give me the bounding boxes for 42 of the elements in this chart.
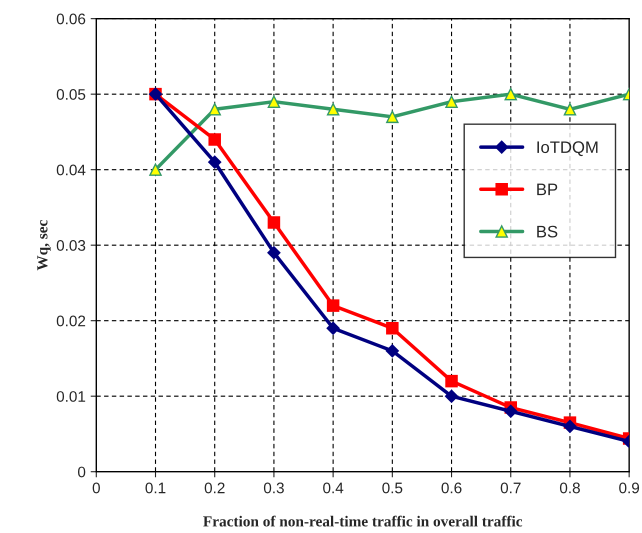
x-tick-label: 0.8 xyxy=(560,482,580,494)
y-tick-label: 0 xyxy=(78,466,86,478)
point xyxy=(268,95,280,108)
x-tick-label: 0.4 xyxy=(323,482,344,494)
y-tick-label: 0.05 xyxy=(56,89,86,100)
legend-label: BP xyxy=(537,184,558,196)
point xyxy=(504,404,518,418)
x-tick-label: 0 xyxy=(92,482,100,494)
point xyxy=(504,88,517,100)
legend-label: BS xyxy=(537,226,558,238)
point xyxy=(326,299,340,312)
point xyxy=(564,103,576,116)
point xyxy=(208,103,221,116)
point xyxy=(445,95,458,108)
y-axis-title: Wq, sec xyxy=(37,220,51,270)
legend-label: IoTDQM xyxy=(537,141,598,156)
point xyxy=(326,103,340,116)
y-tick-label: 0.06 xyxy=(56,14,86,24)
x-tick-label: 0.5 xyxy=(382,482,402,494)
y-tick-label: 0.03 xyxy=(56,240,86,251)
point xyxy=(386,322,399,334)
y-tick-label: 0.04 xyxy=(56,164,86,176)
point xyxy=(208,133,221,146)
x-tick-label: 0.7 xyxy=(500,482,521,494)
point xyxy=(386,344,399,358)
x-tick-label: 0.2 xyxy=(204,482,225,494)
point xyxy=(268,216,280,229)
x-tick-label: 0.6 xyxy=(442,482,462,494)
y-tick-label: 0.01 xyxy=(56,391,86,402)
point xyxy=(326,322,340,335)
point xyxy=(563,420,577,433)
x-tick-label: 0.3 xyxy=(264,482,284,494)
point xyxy=(386,110,399,124)
point xyxy=(208,156,222,169)
point xyxy=(445,374,458,388)
x-axis-title: Fraction of non-real-time traffic in overall traffic xyxy=(203,516,522,527)
point xyxy=(149,163,162,176)
x-tick-label: 0.1 xyxy=(145,482,166,494)
point xyxy=(444,390,458,403)
point xyxy=(267,246,281,260)
y-tick-label: 0.02 xyxy=(56,316,86,326)
x-tick-label: 0.9 xyxy=(619,482,640,494)
